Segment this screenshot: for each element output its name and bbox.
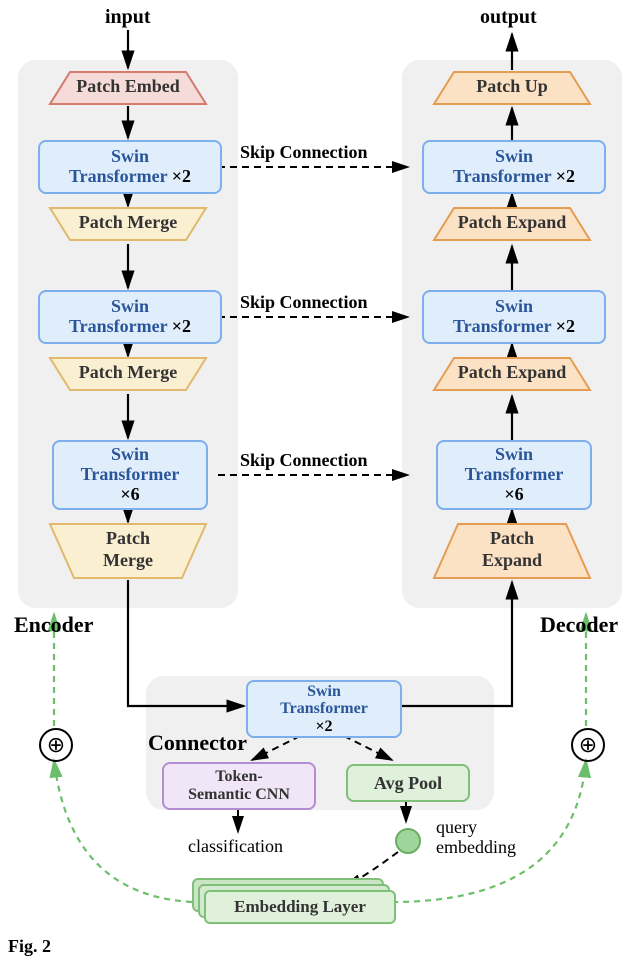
decoder-swin-1: Swin Transformer ×2 bbox=[422, 140, 606, 194]
decoder-swin-2: Swin Transformer ×2 bbox=[422, 290, 606, 344]
encoder-swin-1: Swin Transformer ×2 bbox=[38, 140, 222, 194]
connector-label: Connector bbox=[148, 730, 247, 756]
plus-right-icon: ⊕ bbox=[571, 728, 605, 762]
skip-label-3: Skip Connection bbox=[240, 450, 368, 471]
encoder-swin-2: Swin Transformer ×2 bbox=[38, 290, 222, 344]
query-embedding-dot bbox=[395, 828, 421, 854]
avg-pool: Avg Pool bbox=[346, 764, 470, 802]
skip-label-1: Skip Connection bbox=[240, 142, 368, 163]
plus-left-icon: ⊕ bbox=[39, 728, 73, 762]
classification-label: classification bbox=[188, 836, 283, 857]
connector-swin: Swin Transformer ×2 bbox=[246, 680, 402, 738]
encoder-label: Encoder bbox=[14, 612, 93, 638]
skip-label-2: Skip Connection bbox=[240, 292, 368, 313]
figure-caption: Fig. 2 bbox=[8, 936, 51, 957]
encoder-swin-3: Swin Transformer ×6 bbox=[52, 440, 208, 510]
decoder-label: Decoder bbox=[540, 612, 618, 638]
token-semantic-cnn: Token- Semantic CNN bbox=[162, 762, 316, 810]
decoder-swin-3: Swin Transformer ×6 bbox=[436, 440, 592, 510]
query-embedding-label: query embedding bbox=[436, 818, 516, 858]
embedding-layer: Embedding Layer bbox=[204, 890, 396, 924]
